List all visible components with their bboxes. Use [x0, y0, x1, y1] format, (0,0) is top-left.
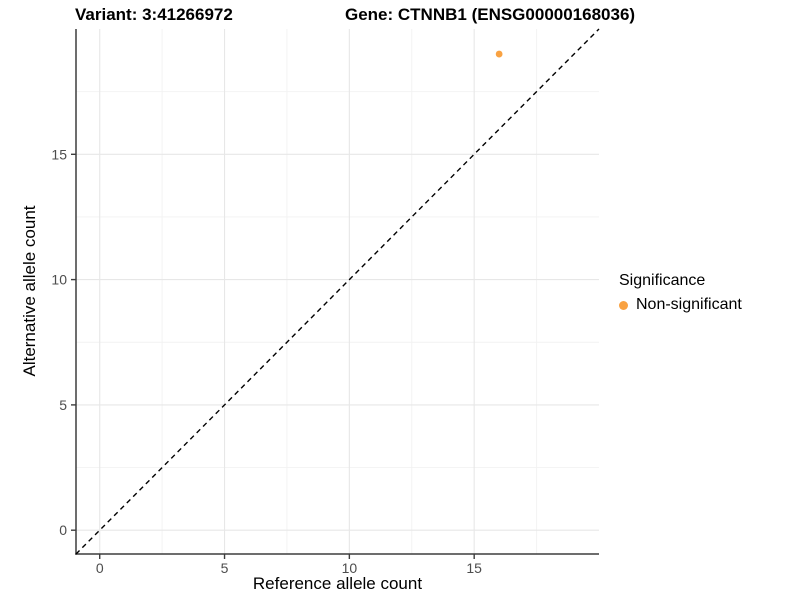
x-tick-label: 15	[466, 560, 482, 576]
y-tick-label: 5	[59, 397, 67, 413]
data-point	[495, 50, 503, 58]
legend-item: Non-significant	[619, 296, 742, 314]
gene-title: Gene: CTNNB1 (ENSG00000168036)	[345, 5, 636, 24]
y-tick-label: 0	[59, 522, 67, 538]
x-tick-label: 0	[96, 560, 104, 576]
legend-item-label: Non-significant	[636, 296, 742, 313]
y-axis-title: Alternative allele count	[20, 205, 39, 377]
legend-title: Significance	[619, 272, 706, 289]
x-tick-label: 5	[221, 560, 229, 576]
y-tick-label: 10	[51, 272, 67, 288]
legend-point-icon	[619, 300, 628, 310]
y-tick-label: 15	[51, 146, 67, 162]
legend: Significance Non-significant	[619, 272, 742, 314]
identity-line	[75, 28, 600, 555]
x-axis-title: Reference allele count	[252, 574, 423, 593]
variant-title: Variant: 3:41266972	[75, 5, 233, 24]
x-tick-label: 10	[342, 560, 358, 576]
